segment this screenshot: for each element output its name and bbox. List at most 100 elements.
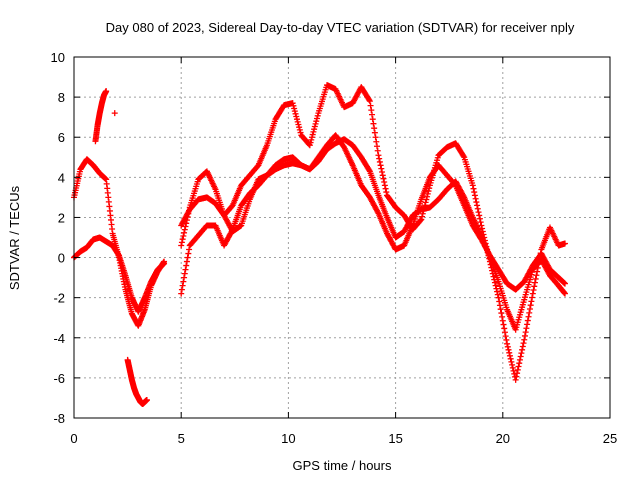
data-point <box>290 102 297 109</box>
data-point <box>561 280 568 287</box>
y-tick-label: 0 <box>58 251 65 266</box>
data-point <box>182 266 189 273</box>
data-point <box>418 216 425 223</box>
x-tick-label: 5 <box>178 431 185 446</box>
data-point <box>376 155 383 162</box>
data-point <box>291 108 298 115</box>
data-point <box>514 370 521 377</box>
data-point <box>502 333 509 340</box>
data-point <box>180 232 187 239</box>
data-point <box>375 152 382 159</box>
data-point <box>534 268 541 275</box>
data-point <box>366 167 373 174</box>
data-point <box>381 179 388 186</box>
data-point <box>180 278 187 285</box>
data-point <box>533 272 540 279</box>
data-point <box>494 291 501 298</box>
series-isolated <box>111 110 118 117</box>
data-point <box>470 185 477 192</box>
data-point <box>475 209 482 216</box>
data-point <box>528 298 535 305</box>
data-point <box>503 336 510 343</box>
data-point <box>490 273 497 280</box>
grid <box>74 57 610 418</box>
data-point <box>514 366 521 373</box>
data-point <box>307 139 314 146</box>
data-point <box>297 129 304 136</box>
data-point <box>561 290 568 297</box>
data-point <box>417 217 424 224</box>
y-axis-label: SDTVAR / TECUs <box>7 185 22 290</box>
data-point <box>478 222 485 229</box>
data-point <box>370 120 377 127</box>
data-point <box>519 346 526 353</box>
data-point <box>143 396 150 403</box>
data-point <box>532 275 539 282</box>
data-point <box>374 147 381 154</box>
data-point <box>491 279 498 286</box>
data-point <box>369 116 376 123</box>
y-tick-label: 10 <box>51 50 65 65</box>
data-point <box>296 126 303 133</box>
data-point <box>371 125 378 132</box>
data-point <box>379 168 386 175</box>
data-point <box>504 343 511 350</box>
data-point <box>521 336 528 343</box>
data-point <box>531 279 538 286</box>
data-point <box>424 193 431 200</box>
data-point <box>382 185 389 192</box>
data-point <box>381 182 388 189</box>
data-point <box>515 363 522 370</box>
data-point <box>178 286 185 293</box>
series-track-b <box>71 234 168 315</box>
data-point <box>309 131 316 138</box>
data-point <box>311 126 318 133</box>
data-point <box>509 364 516 371</box>
data-point <box>505 346 512 353</box>
x-tick-label: 20 <box>496 431 510 446</box>
data-point <box>526 309 533 316</box>
data-point <box>178 290 185 297</box>
data-point <box>423 196 430 203</box>
data-point <box>494 288 501 295</box>
data-point <box>373 138 380 145</box>
data-point <box>291 105 298 112</box>
data-point <box>292 110 299 117</box>
data-point <box>504 340 511 347</box>
data-point <box>293 116 300 123</box>
data-point <box>492 282 499 289</box>
data-point <box>308 134 315 141</box>
data-point <box>501 329 508 336</box>
data-point <box>379 172 386 179</box>
data-point <box>419 213 426 220</box>
data-point <box>506 352 513 359</box>
data-point <box>496 302 503 309</box>
data-point <box>476 215 483 222</box>
data-point <box>383 189 390 196</box>
data-point <box>516 360 523 367</box>
data-point <box>529 290 536 297</box>
data-point <box>425 188 432 195</box>
data-point <box>313 118 320 125</box>
series-track-d <box>124 356 150 407</box>
data-point <box>524 317 531 324</box>
data-point <box>308 136 315 143</box>
data-point <box>181 226 188 233</box>
y-tick-label: -8 <box>53 411 65 426</box>
data-point <box>377 162 384 169</box>
x-tick-label: 10 <box>281 431 295 446</box>
data-point <box>181 274 188 281</box>
data-point <box>472 195 479 202</box>
data-point <box>526 306 533 313</box>
chart-title: Day 080 of 2023, Sidereal Day-to-day VTE… <box>106 20 575 35</box>
data-point <box>186 246 193 253</box>
data-point <box>422 199 429 206</box>
data-point <box>520 340 527 347</box>
x-axis-label: GPS time / hours <box>293 458 392 473</box>
data-point <box>525 313 532 320</box>
data-point <box>499 313 506 320</box>
data-point <box>366 98 373 105</box>
data-point <box>183 262 190 269</box>
y-tick-label: 8 <box>58 90 65 105</box>
y-tick-label: -2 <box>53 291 65 306</box>
